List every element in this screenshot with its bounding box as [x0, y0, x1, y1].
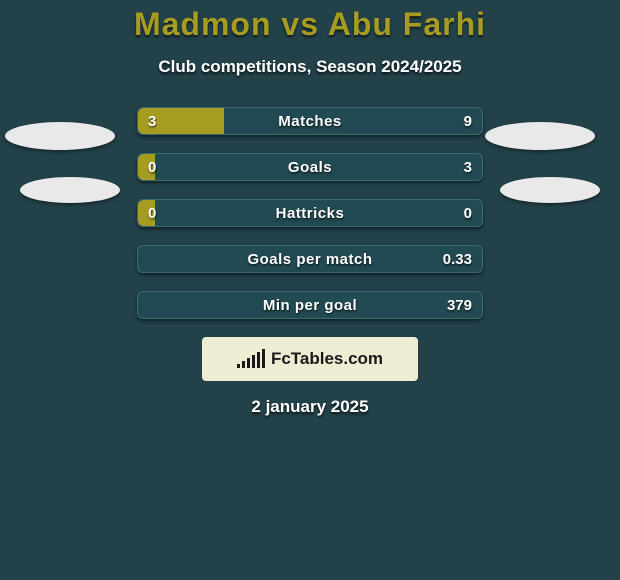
comparison-card: Madmon vs Abu Farhi Club competitions, S…: [0, 0, 620, 580]
stat-value-right: 0: [464, 200, 472, 226]
stat-row: 3Matches9: [137, 107, 483, 135]
stat-row: Min per goal379: [137, 291, 483, 319]
page-title: Madmon vs Abu Farhi: [0, 0, 620, 43]
team-badge: [485, 122, 595, 150]
stat-rows: 3Matches90Goals30Hattricks0Goals per mat…: [137, 107, 483, 319]
watermark: FcTables.com: [202, 337, 418, 381]
stat-label: Goals: [138, 154, 482, 180]
stat-label: Hattricks: [138, 200, 482, 226]
stat-row: 0Goals3: [137, 153, 483, 181]
chart-icon: [237, 350, 265, 368]
stat-row: 0Hattricks0: [137, 199, 483, 227]
stat-value-right: 3: [464, 154, 472, 180]
team-badge: [500, 177, 600, 203]
subtitle: Club competitions, Season 2024/2025: [0, 57, 620, 77]
stat-label: Matches: [138, 108, 482, 134]
team-badge: [20, 177, 120, 203]
team-badge: [5, 122, 115, 150]
stat-row: Goals per match0.33: [137, 245, 483, 273]
date-label: 2 january 2025: [0, 397, 620, 417]
stat-label: Min per goal: [138, 292, 482, 318]
stat-label: Goals per match: [138, 246, 482, 272]
stat-value-right: 9: [464, 108, 472, 134]
watermark-text: FcTables.com: [271, 349, 383, 369]
stat-value-right: 0.33: [443, 246, 472, 272]
stat-value-right: 379: [447, 292, 472, 318]
